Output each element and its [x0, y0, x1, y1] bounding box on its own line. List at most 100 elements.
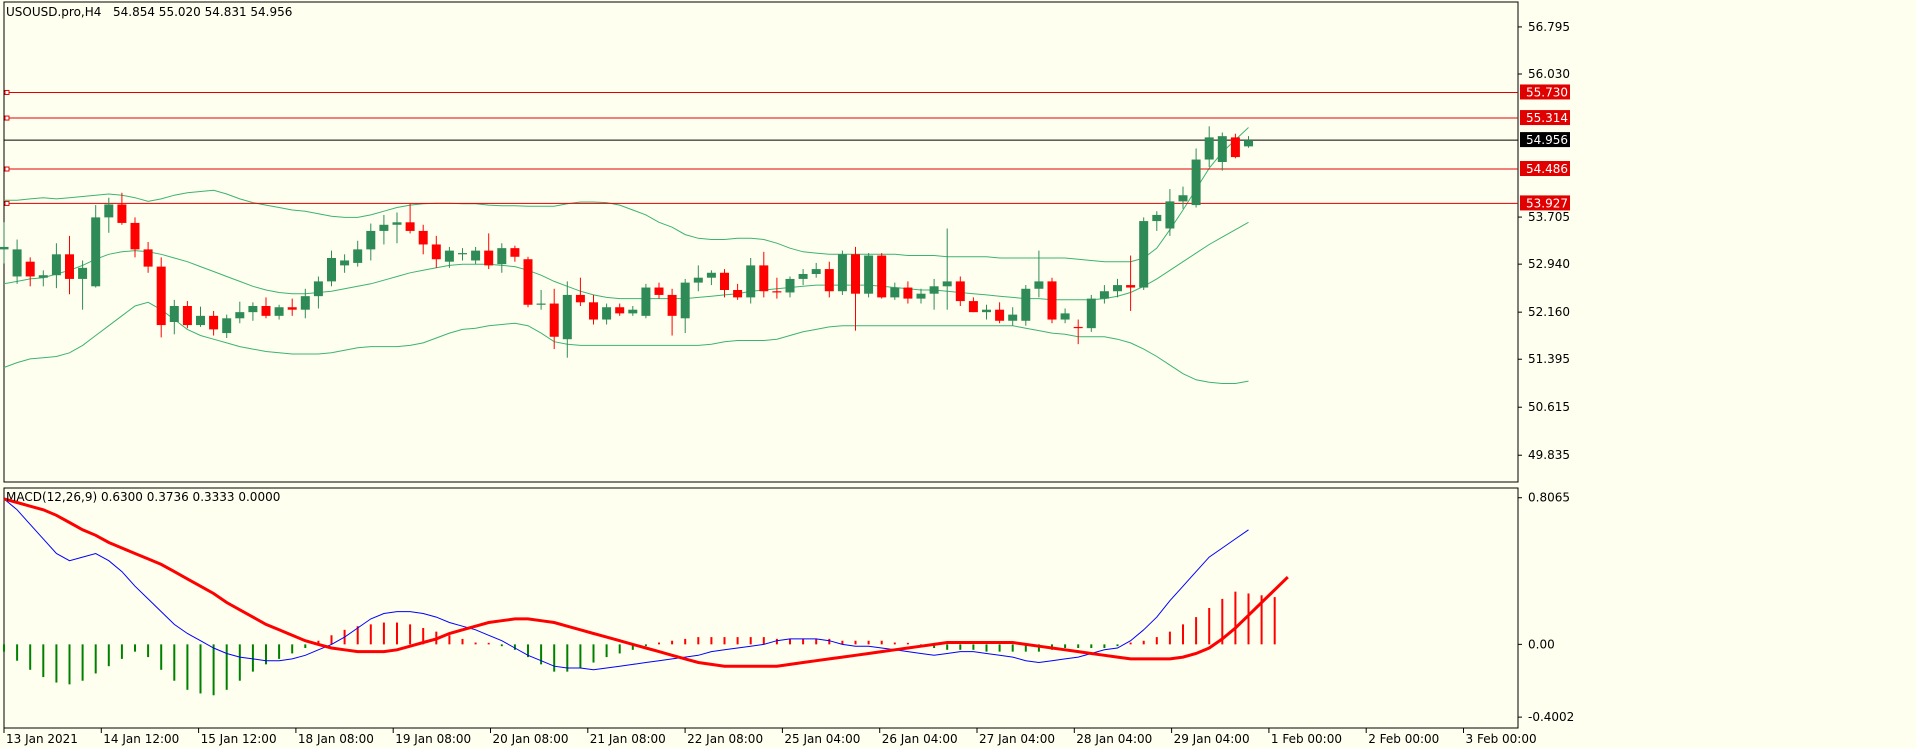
candle[interactable]	[562, 281, 572, 358]
candle[interactable]	[313, 276, 323, 309]
price-level-anchor[interactable]	[4, 89, 10, 95]
candle[interactable]	[182, 301, 192, 329]
candle[interactable]	[720, 269, 729, 298]
candle[interactable]	[78, 260, 88, 310]
candle[interactable]	[837, 250, 847, 295]
candle[interactable]	[536, 290, 546, 310]
candle[interactable]	[942, 228, 952, 310]
candle[interactable]	[38, 270, 48, 287]
candle[interactable]	[575, 277, 585, 306]
candle[interactable]	[1165, 189, 1175, 236]
candle[interactable]	[785, 276, 795, 298]
candle[interactable]	[693, 265, 703, 292]
candle[interactable]	[916, 288, 926, 304]
price-level-anchor[interactable]	[4, 200, 10, 206]
candle[interactable]	[510, 245, 520, 262]
candle[interactable]	[589, 294, 598, 325]
candle[interactable]	[1008, 307, 1018, 326]
candle[interactable]	[1086, 294, 1096, 332]
candle[interactable]	[733, 283, 743, 300]
candle[interactable]	[196, 306, 205, 327]
candle[interactable]	[156, 257, 166, 338]
candle[interactable]	[955, 276, 965, 306]
candle[interactable]	[641, 283, 651, 319]
candle[interactable]	[602, 303, 612, 325]
candle[interactable]	[248, 302, 258, 321]
candle[interactable]	[877, 253, 887, 299]
horizontal-levels[interactable]: 55.730 55.314 54.486 53.927 54.956	[4, 84, 1570, 211]
candle[interactable]	[1217, 132, 1227, 171]
candle[interactable]	[654, 282, 664, 299]
candle[interactable]	[209, 310, 219, 336]
candle[interactable]	[995, 302, 1005, 324]
candle[interactable]	[1047, 277, 1057, 324]
candle[interactable]	[261, 297, 271, 319]
candle[interactable]	[130, 217, 140, 258]
price-level[interactable]: 53.927	[4, 195, 1570, 211]
candle[interactable]	[104, 197, 114, 233]
price-level-anchor[interactable]	[4, 166, 10, 172]
candle[interactable]	[1139, 217, 1149, 290]
candle[interactable]	[982, 304, 991, 320]
candle[interactable]	[1113, 278, 1122, 298]
candle[interactable]	[706, 270, 716, 286]
price-level[interactable]: 54.486	[4, 161, 1570, 177]
candle[interactable]	[903, 281, 913, 304]
candle[interactable]	[1073, 319, 1083, 345]
price-level-anchor[interactable]	[4, 115, 10, 121]
candle[interactable]	[51, 243, 61, 289]
price-level[interactable]: 55.730	[4, 84, 1570, 100]
candle[interactable]	[458, 248, 467, 261]
candle[interactable]	[143, 242, 153, 273]
candle[interactable]	[235, 301, 245, 324]
candle[interactable]	[366, 223, 376, 261]
candle[interactable]	[864, 253, 874, 298]
candle[interactable]	[405, 203, 415, 234]
candle[interactable]	[287, 298, 297, 316]
candle[interactable]	[1204, 126, 1214, 167]
candle[interactable]	[418, 224, 428, 255]
candle[interactable]	[615, 303, 625, 316]
candle[interactable]	[890, 282, 900, 300]
candle[interactable]	[811, 262, 821, 278]
candle[interactable]	[169, 299, 179, 335]
candle[interactable]	[117, 192, 127, 225]
candles[interactable]	[0, 126, 1253, 358]
macd-panel[interactable]: 0.8065 0.00 -0.4002 MACD(12,26,9) 0.6300 0…	[3, 487, 1574, 729]
candle[interactable]	[667, 288, 677, 336]
candle[interactable]	[1021, 285, 1031, 326]
candle[interactable]	[929, 278, 939, 310]
candle[interactable]	[444, 246, 454, 268]
candle[interactable]	[1099, 285, 1109, 304]
candle[interactable]	[824, 261, 834, 298]
candle[interactable]	[300, 288, 310, 319]
candle[interactable]	[628, 306, 638, 316]
candle[interactable]	[0, 222, 9, 264]
candle[interactable]	[549, 288, 559, 350]
candle[interactable]	[274, 304, 284, 320]
candle[interactable]	[327, 250, 336, 287]
candle[interactable]	[222, 314, 232, 338]
candle[interactable]	[431, 235, 441, 268]
candle[interactable]	[746, 258, 756, 304]
candle[interactable]	[851, 246, 860, 331]
candle[interactable]	[471, 246, 481, 265]
candle[interactable]	[1178, 186, 1188, 209]
candle[interactable]	[759, 251, 769, 298]
candle[interactable]	[1060, 308, 1070, 324]
candle[interactable]	[340, 254, 350, 273]
candle[interactable]	[484, 233, 494, 270]
candle[interactable]	[379, 214, 389, 245]
candle[interactable]	[798, 269, 808, 286]
candle[interactable]	[392, 212, 402, 244]
candle[interactable]	[65, 235, 74, 295]
candle[interactable]	[523, 256, 533, 308]
candle[interactable]	[91, 205, 101, 288]
price-level[interactable]: 55.314	[4, 110, 1570, 126]
candle[interactable]	[772, 277, 782, 299]
candle[interactable]	[1152, 211, 1162, 231]
candle[interactable]	[968, 297, 978, 313]
candle[interactable]	[12, 239, 22, 284]
